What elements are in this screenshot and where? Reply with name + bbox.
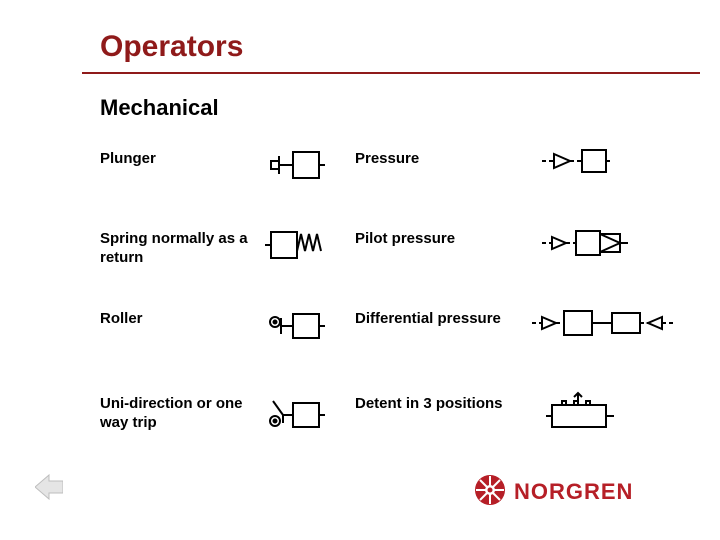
row-2: Spring normally as a return Pilot pressu… <box>100 230 680 290</box>
label-detent: Detent in 3 positions <box>355 395 535 414</box>
title-rule <box>82 72 700 74</box>
norgren-logo: NORGREN <box>470 470 670 510</box>
logo-text: NORGREN <box>514 479 633 504</box>
label-pilot-pressure: Pilot pressure <box>355 230 535 249</box>
plunger-icon <box>265 146 325 186</box>
pressure-icon <box>540 146 610 176</box>
row-3: Roller Differential pressure <box>100 310 680 370</box>
detent-icon <box>540 391 620 431</box>
slide-page: Operators Mechanical Plunger Pressure <box>0 0 720 540</box>
label-roller: Roller <box>100 310 260 329</box>
page-title: Operators <box>100 30 243 64</box>
differential-pressure-icon <box>530 306 685 340</box>
label-uni-direction: Uni-direction or one way trip <box>100 395 260 433</box>
label-pressure: Pressure <box>355 150 535 169</box>
label-spring: Spring normally as a return <box>100 230 260 268</box>
prev-arrow-icon[interactable] <box>35 474 63 500</box>
page-subtitle: Mechanical <box>100 95 219 121</box>
row-1: Plunger Pressure <box>100 150 680 210</box>
uni-direction-icon <box>265 391 325 435</box>
label-differential-pressure: Differential pressure <box>355 310 535 329</box>
spring-icon <box>265 226 325 266</box>
roller-icon <box>265 306 325 346</box>
row-4: Uni-direction or one way trip Detent in … <box>100 395 680 455</box>
pilot-pressure-icon <box>540 226 630 260</box>
label-plunger: Plunger <box>100 150 260 169</box>
